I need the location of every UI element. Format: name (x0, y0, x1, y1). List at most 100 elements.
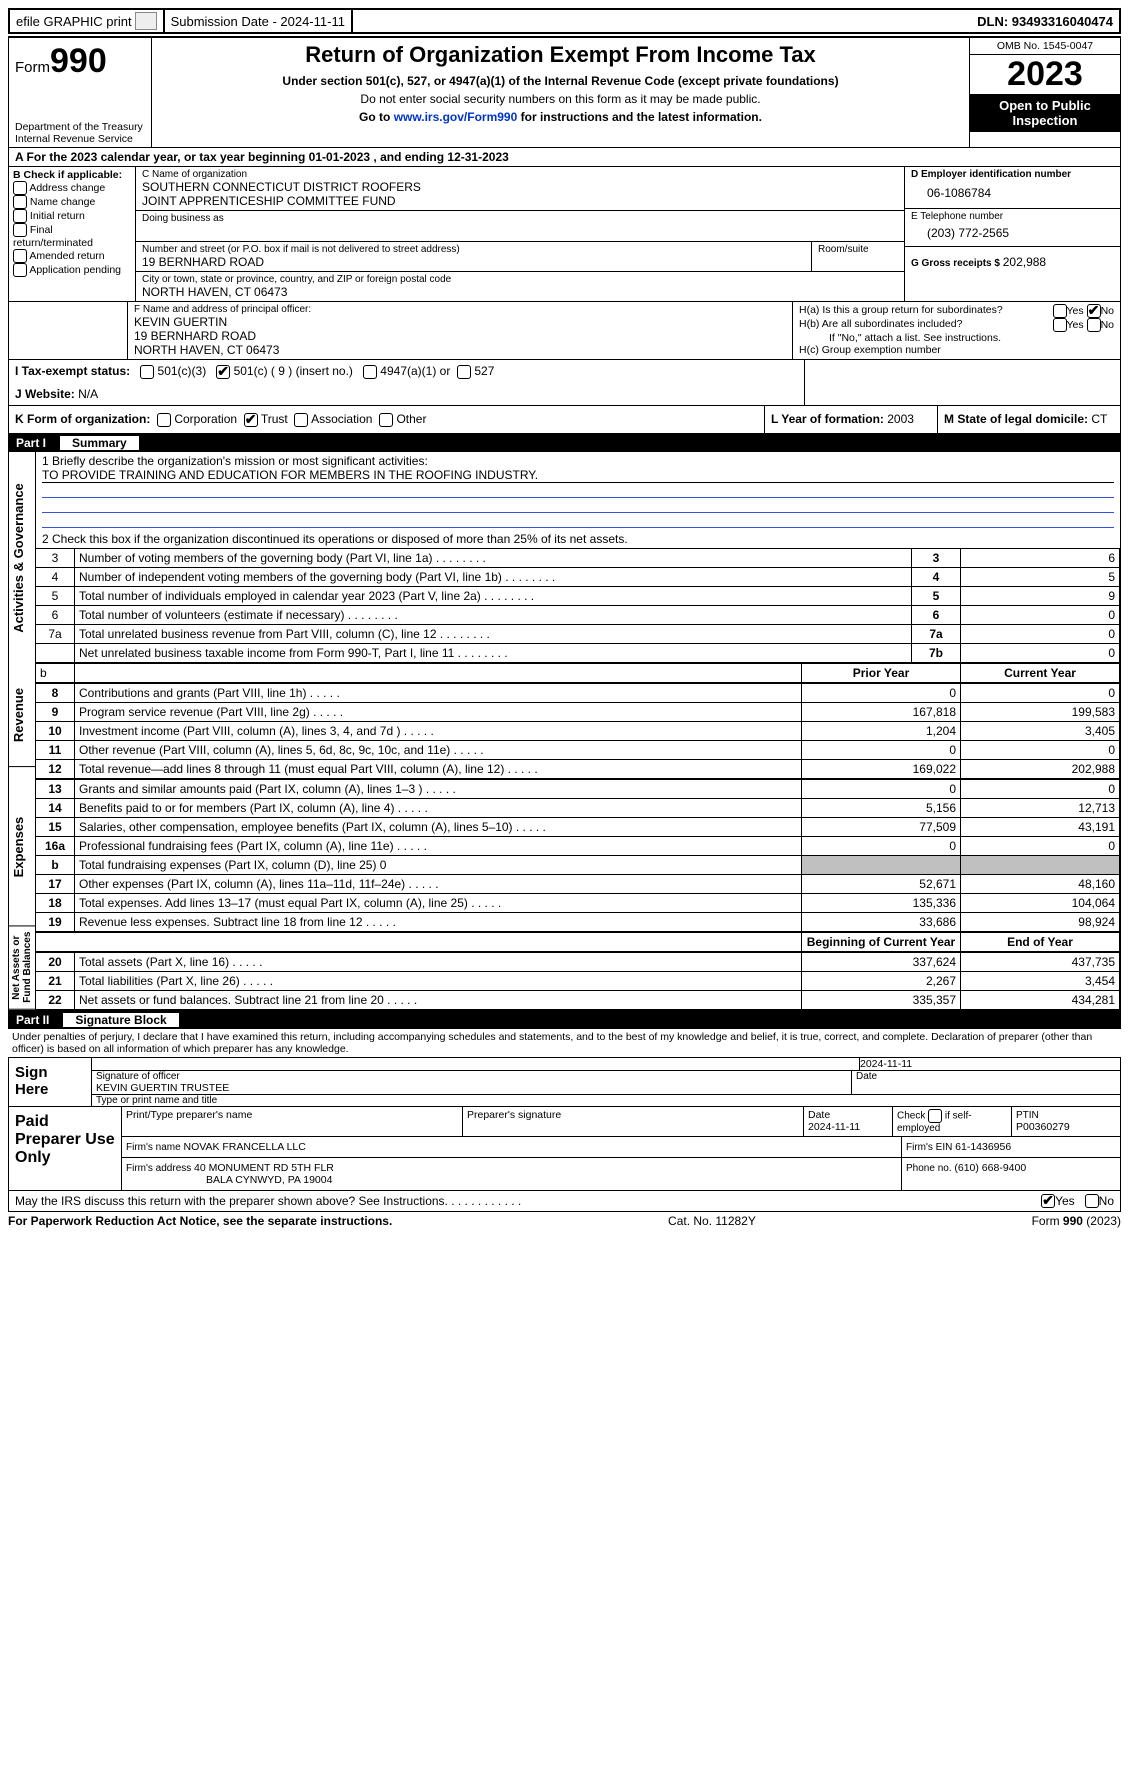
row-cy: 104,064 (961, 893, 1120, 912)
hb-label: H(b) Are all subordinates included? (799, 318, 1053, 332)
firm-addr-hdr: Firm's address (126, 1163, 194, 1174)
row-py: 2,267 (802, 971, 961, 990)
hb-yes[interactable]: Yes (1067, 319, 1084, 331)
box-l: L Year of formation: 2003 (765, 406, 938, 433)
firm-ein-hdr: Firm's EIN (906, 1142, 955, 1153)
sig-date: 2024-11-11 (860, 1058, 912, 1070)
omb-label: OMB No. 1545-0047 (970, 38, 1120, 55)
k-corp[interactable]: Corporation (174, 412, 237, 426)
goto-pre: Go to (359, 110, 394, 124)
f-hdr: F Name and address of principal officer: (134, 304, 786, 315)
chk-initial[interactable]: Initial return (30, 210, 85, 222)
c-name-hdr: C Name of organization (142, 169, 898, 180)
row-label: Contributions and grants (Part VIII, lin… (75, 683, 802, 702)
part2-title: Signature Block (63, 1013, 178, 1027)
vlabel-exp: Expenses (9, 768, 35, 926)
k-other[interactable]: Other (396, 412, 426, 426)
k-trust[interactable]: Trust (261, 412, 288, 426)
row-label: Program service revenue (Part VIII, line… (75, 702, 802, 721)
row-box: 6 (912, 605, 961, 624)
row-num: 6 (36, 605, 75, 624)
website-val: N/A (78, 387, 98, 401)
row-cy: 202,988 (961, 759, 1120, 778)
ptin-val: P00360279 (1016, 1121, 1070, 1133)
dln-label: DLN: 93493316040474 (977, 14, 1113, 29)
firm-addr2: BALA CYNWYD, PA 19004 (126, 1174, 332, 1186)
row-label: Net unrelated business taxable income fr… (75, 643, 912, 662)
row-cy: 0 (961, 779, 1120, 798)
subtitle-3: Go to www.irs.gov/Form990 for instructio… (160, 110, 961, 124)
row-py: 1,204 (802, 721, 961, 740)
row-box: 4 (912, 567, 961, 586)
ha-no[interactable]: No (1101, 305, 1114, 317)
box-h: H(a) Is this a group return for subordin… (793, 302, 1120, 359)
sign-here-block: Sign Here 2024-11-11 Signature of office… (8, 1057, 1121, 1107)
firm-addr1: 40 MONUMENT RD 5TH FLR (194, 1162, 334, 1174)
submission-cell: Submission Date - 2024-11-11 (165, 10, 353, 32)
row-label: Total expenses. Add lines 13–17 (must eq… (75, 893, 802, 912)
row-cy: 3,454 (961, 971, 1120, 990)
k-assoc[interactable]: Association (311, 412, 372, 426)
row-label: Number of independent voting members of … (75, 567, 912, 586)
part1-title: Summary (60, 436, 139, 450)
tax-year: 2023 (970, 55, 1120, 94)
ty-begin: 01-01-2023 (309, 150, 370, 164)
sig-off-name: KEVIN GUERTIN TRUSTEE (96, 1082, 847, 1094)
hb-no[interactable]: No (1101, 319, 1114, 331)
ein-val: 06-1086784 (911, 180, 1114, 206)
row-val: 9 (961, 586, 1120, 605)
klm-row: K Form of organization: Corporation Trus… (8, 406, 1121, 434)
i-527[interactable]: 527 (474, 364, 494, 378)
b-cell: b (36, 663, 75, 682)
e-hdr: E Telephone number (911, 211, 1114, 222)
row-cy: 43,191 (961, 817, 1120, 836)
row-label: Investment income (Part VIII, column (A)… (75, 721, 802, 740)
row-num: 21 (36, 971, 75, 990)
row-py: 77,509 (802, 817, 961, 836)
sign-here-label: Sign Here (9, 1058, 92, 1106)
row-py: 335,357 (802, 990, 961, 1009)
form-990: 990 (50, 42, 107, 80)
row-cy: 0 (961, 740, 1120, 759)
box-b-hdr: B Check if applicable: (13, 169, 131, 181)
i-4947[interactable]: 4947(a)(1) or (380, 364, 450, 378)
i-501c[interactable]: 501(c) ( 9 ) (insert no.) (234, 364, 353, 378)
g-hdr: G Gross receipts $ (911, 258, 1003, 269)
row-label: Professional fundraising fees (Part IX, … (75, 836, 802, 855)
discuss-no[interactable]: No (1099, 1194, 1114, 1208)
row-label: Net assets or fund balances. Subtract li… (75, 990, 802, 1009)
ha-yes[interactable]: Yes (1067, 305, 1084, 317)
chk-name[interactable]: Name change (30, 196, 95, 208)
row-num: 16a (36, 836, 75, 855)
rev-header: b Prior Year Current Year (36, 663, 1120, 683)
chk-address[interactable]: Address change (29, 182, 105, 194)
row-num: 4 (36, 567, 75, 586)
col-prior: Prior Year (853, 666, 909, 680)
domicile: CT (1091, 412, 1107, 426)
discuss-yes[interactable]: Yes (1055, 1194, 1075, 1208)
row-py: 337,624 (802, 952, 961, 971)
row-num: 3 (36, 548, 75, 567)
row-num: 17 (36, 874, 75, 893)
officer-addr1: 19 BERNHARD ROAD (134, 329, 786, 343)
net-table: 20 Total assets (Part X, line 16) . . . … (36, 952, 1120, 1010)
row-box: 7a (912, 624, 961, 643)
irs-link[interactable]: www.irs.gov/Form990 (394, 110, 518, 124)
col-curr: Current Year (1004, 666, 1076, 680)
ptin-hdr: PTIN (1016, 1110, 1039, 1121)
row-label: Other revenue (Part VIII, column (A), li… (75, 740, 802, 759)
mission-text: TO PROVIDE TRAINING AND EDUCATION FOR ME… (42, 468, 1114, 483)
row-num: 5 (36, 586, 75, 605)
chk-amended[interactable]: Amended return (29, 250, 104, 262)
row-cy (961, 855, 1120, 874)
print-button[interactable] (135, 12, 156, 30)
hc-label: H(c) Group exemption number (799, 344, 1114, 356)
chk-pending[interactable]: Application pending (29, 264, 121, 276)
self-emp[interactable]: Check if self-employed (893, 1107, 1012, 1136)
entity-block: B Check if applicable: Address change Na… (8, 167, 1121, 302)
box-deg: D Employer identification number 06-1086… (905, 167, 1120, 301)
i-501c3[interactable]: 501(c)(3) (158, 364, 207, 378)
row-num: 10 (36, 721, 75, 740)
firm-ein: 61-1436956 (955, 1141, 1011, 1153)
j-hdr: J Website: (15, 387, 78, 401)
